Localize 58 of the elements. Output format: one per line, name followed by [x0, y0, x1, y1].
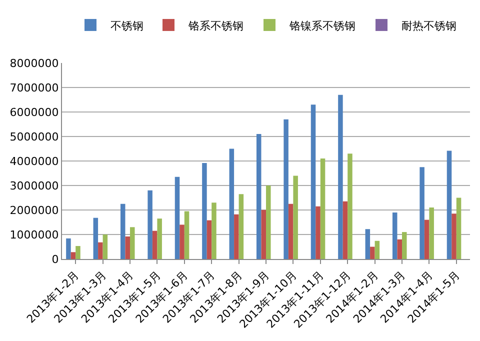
bar	[184, 211, 190, 259]
y-tick-label: 8000000	[10, 56, 59, 70]
bar	[348, 154, 352, 259]
bar	[130, 227, 135, 259]
bar	[452, 214, 456, 259]
bar	[202, 162, 207, 259]
bar	[206, 220, 212, 259]
bar	[238, 194, 244, 259]
bar	[338, 94, 343, 259]
bar	[148, 190, 152, 259]
bar	[316, 206, 320, 259]
bar	[293, 176, 298, 259]
bar	[261, 210, 266, 259]
bar	[229, 148, 234, 259]
bar	[420, 167, 424, 259]
legend-label: 不锈钢	[110, 19, 144, 32]
legend-label: 铬镍系不锈钢	[288, 19, 356, 32]
y-tick-label: 4000000	[10, 154, 59, 168]
bar	[310, 104, 316, 259]
y-tick-label: 6000000	[10, 106, 59, 119]
bar	[365, 229, 370, 259]
bar	[174, 176, 180, 259]
bar	[180, 224, 184, 259]
y-tick-label: 5000000	[10, 130, 59, 144]
bar	[157, 218, 162, 259]
bar	[424, 220, 430, 259]
bar	[370, 246, 375, 259]
bar	[212, 202, 216, 259]
bar	[374, 240, 380, 259]
bar	[456, 198, 462, 259]
bar	[93, 218, 98, 259]
bar	[120, 204, 126, 259]
bar	[76, 246, 80, 259]
bar	[397, 239, 402, 259]
bar	[256, 134, 262, 259]
y-tick-label: 3000000	[10, 179, 59, 192]
bar	[284, 119, 288, 259]
bar	[234, 214, 239, 259]
bar	[342, 201, 348, 259]
legend-label: 铬系不锈钢	[188, 19, 244, 32]
y-tick-label: 0	[52, 252, 59, 266]
y-tick-label: 7000000	[10, 81, 59, 94]
bar	[402, 232, 407, 259]
y-tick-label: 2000000	[10, 204, 59, 217]
bar	[102, 234, 108, 259]
bar	[70, 252, 76, 259]
bar	[125, 236, 130, 259]
bar	[266, 186, 271, 259]
bar	[66, 238, 71, 259]
y-tick-label: 1000000	[10, 228, 59, 242]
bar	[288, 204, 294, 259]
legend-label: 耐热不锈钢	[402, 19, 456, 32]
bar	[320, 158, 326, 259]
bar	[429, 208, 434, 259]
bar	[152, 230, 158, 259]
bar	[98, 242, 103, 259]
bar	[392, 212, 398, 259]
bar	[446, 150, 452, 259]
